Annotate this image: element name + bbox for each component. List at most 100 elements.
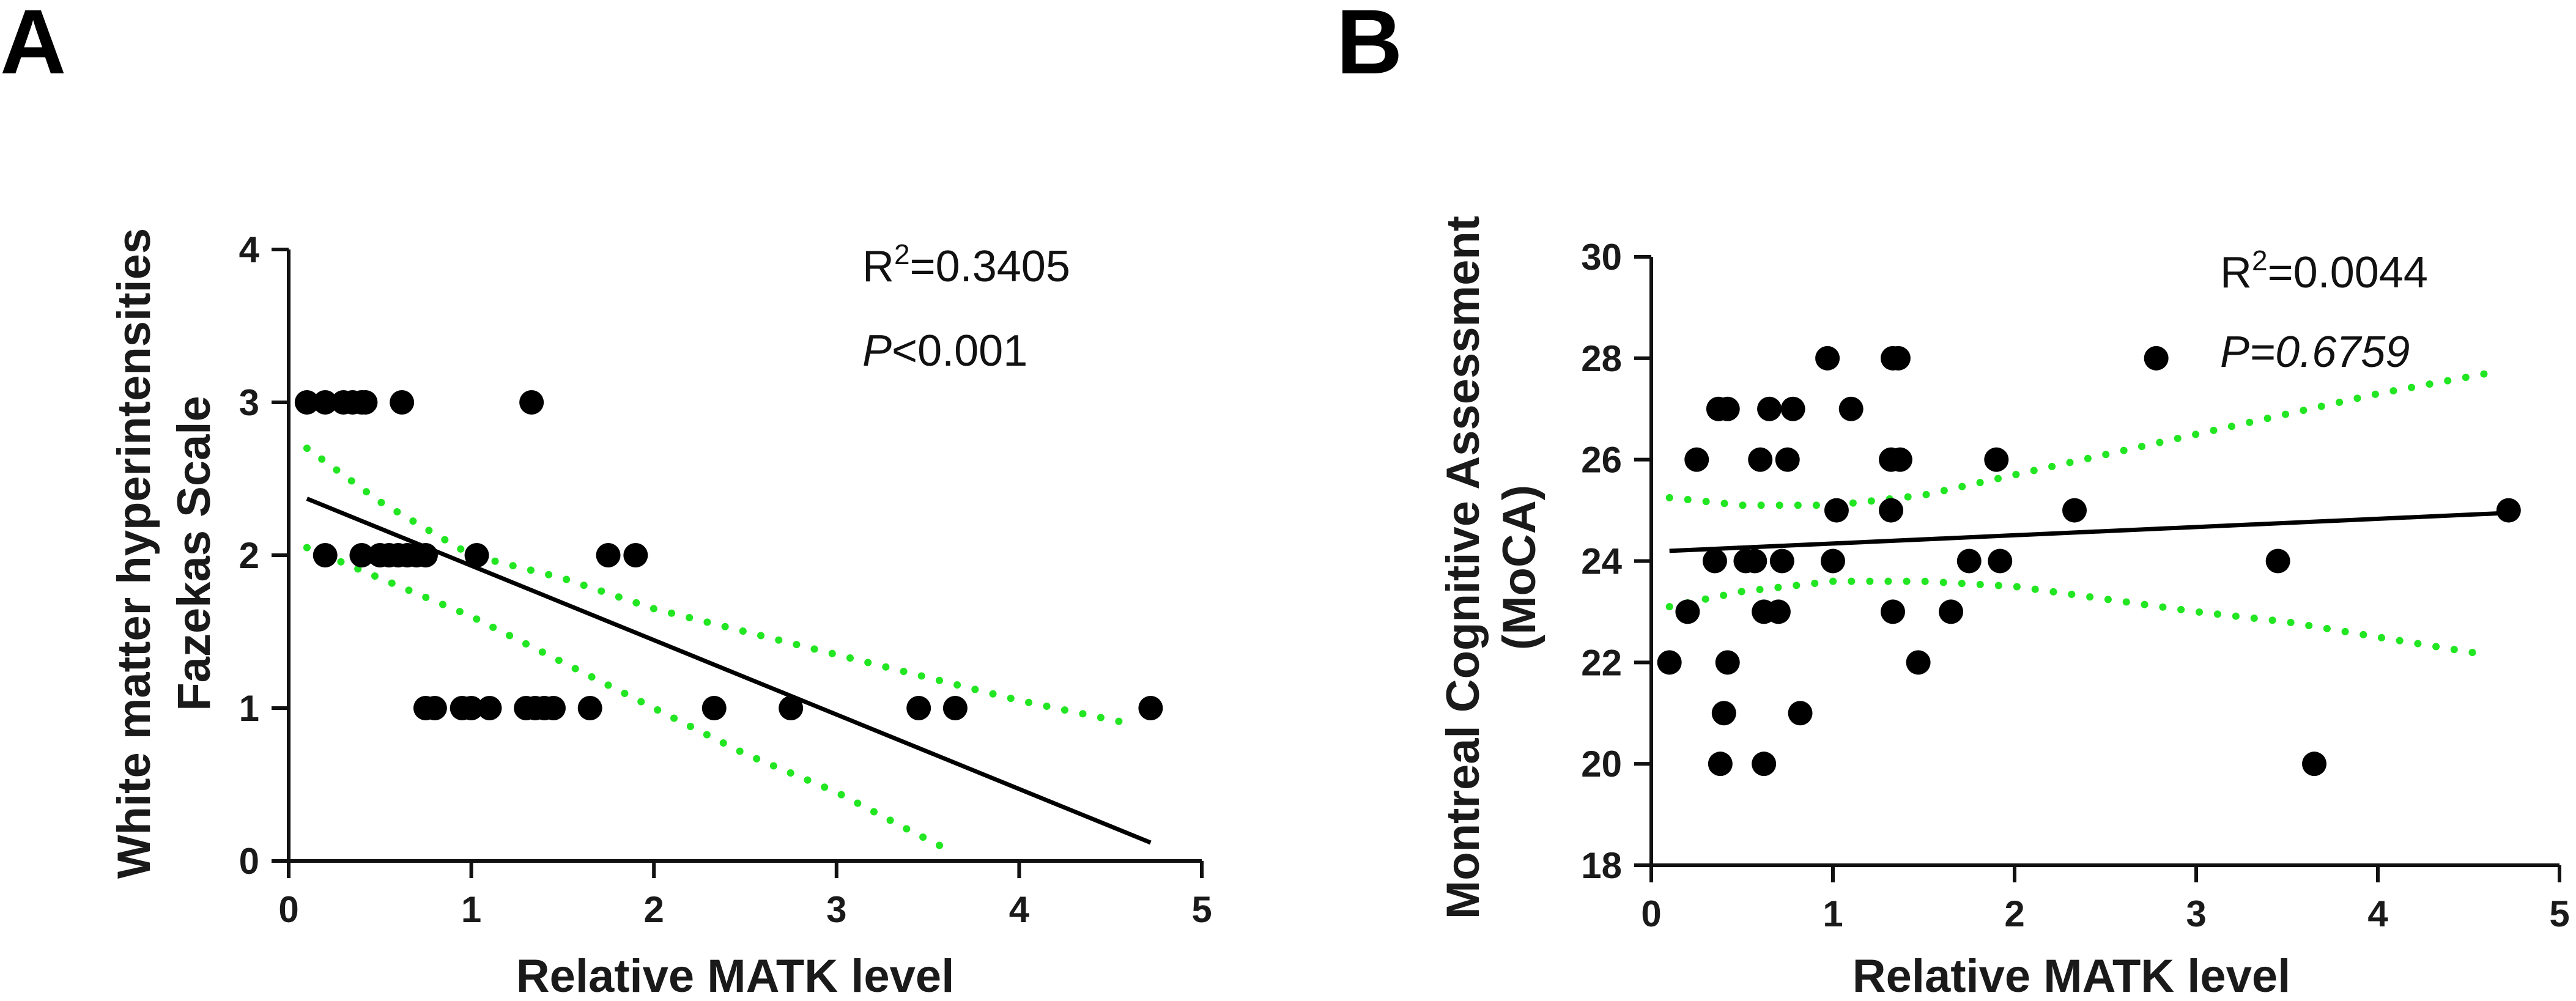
panel-b-data-point: [1838, 396, 1864, 421]
panel-a-data-point: [519, 390, 544, 415]
panel-a-y-tick-label: 0: [239, 841, 259, 882]
panel-a-y-axis-title-line1: White matter hyperintensities: [108, 228, 160, 879]
panel-b-data-point: [2144, 345, 2169, 371]
panel-a-data-point: [596, 543, 621, 567]
panel-a-x-tick-label: 1: [461, 889, 481, 930]
panel-a-r2-annotation: R2=0.3405: [862, 238, 1070, 291]
panel-a-p-symbol: P: [862, 327, 892, 375]
panel-a-x-tick-label: 0: [278, 889, 298, 930]
panel-b-regression: [1669, 511, 2509, 553]
panel-a-data-point: [942, 696, 968, 720]
panel-a-regression-line: [306, 497, 1152, 845]
panel-a-data-point: [390, 390, 415, 415]
panel-b-axes: 18 20 22 24 26 28 30 0 1 2 3 4 5: [1581, 237, 2569, 934]
panel-b-data-point: [1988, 549, 2013, 574]
panel-b: B Montreal Cognitive Assessment (MoCA) R…: [1336, 0, 2570, 1001]
panel-a-x-axis-title: Relative MATK level: [516, 950, 955, 1001]
panel-a-x-tick-label: 3: [826, 889, 846, 930]
panel-b-data-point: [2265, 549, 2290, 574]
panel-a-confidence-band: [303, 445, 1133, 852]
panel-b-y-tick-label: 24: [1581, 541, 1622, 582]
panel-b-x-tick-label: 2: [2004, 893, 2024, 934]
panel-a-data-point: [701, 696, 727, 720]
panel-a-y-tick-label: 1: [239, 688, 259, 729]
panel-a: A White matter hyperintensities Fazekas …: [0, 0, 1212, 1001]
panel-b-ci-lower: [1665, 577, 2491, 659]
panel-b-x-tick-label: 0: [1641, 893, 1661, 934]
panel-b-data-point: [1675, 599, 1700, 624]
panel-b-r2-prefix: R: [2220, 248, 2252, 297]
panel-b-regression-line: [1669, 511, 2509, 553]
panel-b-data-point: [2496, 498, 2521, 523]
panel-a-data-point: [294, 390, 319, 415]
panel-b-y-tick-label: 22: [1581, 642, 1622, 683]
panel-b-data-point: [1769, 549, 1794, 574]
panel-a-y-tick-label: 2: [239, 535, 259, 576]
panel-b-r2-sup: 2: [2252, 245, 2268, 276]
panel-a-y-tick-label: 3: [239, 382, 259, 423]
panel-b-data-point: [1780, 396, 1805, 421]
panel-b-data-point: [1715, 650, 1740, 675]
panel-a-data-point: [541, 696, 566, 720]
panel-b-data-point: [1906, 650, 1931, 675]
panel-a-data-point: [1138, 696, 1163, 720]
panel-b-data-point: [1748, 447, 1773, 472]
panel-b-data-point: [2302, 752, 2327, 777]
panel-a-data-point: [313, 543, 338, 567]
panel-b-data-point: [2062, 498, 2087, 523]
panel-b-y-axis-title-line2: (MoCA): [1493, 485, 1545, 650]
panel-a-y-tick-label: 4: [239, 229, 260, 270]
panel-a-data-point: [906, 696, 931, 720]
panel-b-r2-annotation: R2=0.0044: [2220, 245, 2428, 297]
panel-b-y-tick-label: 30: [1581, 237, 1622, 278]
panel-a-data-point: [413, 543, 438, 567]
panel-b-letter: B: [1336, 0, 1402, 93]
panel-b-data-point: [1881, 599, 1906, 624]
panel-b-y-tick-label: 20: [1581, 744, 1622, 785]
panel-a-y-axis-title-line2: Fazekas Scale: [168, 396, 220, 711]
panel-b-data-point: [1752, 752, 1777, 777]
panel-b-data-point: [1757, 396, 1782, 421]
panel-a-ci-upper: [303, 445, 1133, 727]
panel-b-data-point: [1742, 549, 1767, 574]
panel-b-p-symbol: P: [2220, 328, 2249, 377]
panel-a-letter: A: [0, 0, 66, 93]
panel-a-x-tick-label: 5: [1191, 889, 1212, 930]
panel-a-data-point: [477, 696, 502, 720]
panel-b-y-tick-label: 18: [1581, 845, 1622, 886]
panel-b-y-tick-label: 26: [1581, 440, 1622, 481]
panel-a-data-point: [459, 696, 484, 720]
panel-a-data-point: [623, 543, 648, 567]
panel-a-data-point: [313, 390, 338, 415]
panel-b-p-annotation: P=0.6759: [2220, 328, 2410, 377]
panel-b-data-point: [1702, 549, 1727, 574]
panel-b-data-point: [1879, 498, 1904, 523]
panel-a-data-point: [779, 696, 804, 720]
panel-a-data-point: [422, 696, 447, 720]
panel-b-data-point: [1824, 498, 1849, 523]
panel-a-p-annotation: P<0.001: [862, 327, 1027, 375]
panel-b-ci-upper: [1665, 369, 2491, 509]
panel-b-data-point: [1815, 345, 1840, 371]
panel-b-data-point: [1715, 396, 1740, 421]
panel-b-x-tick-label: 4: [2367, 893, 2388, 934]
panel-b-data-point: [1788, 701, 1813, 726]
panel-a-r2-prefix: R: [862, 242, 894, 291]
panel-a-points: [294, 390, 1163, 720]
panel-b-x-tick-label: 5: [2549, 893, 2569, 934]
panel-b-data-point: [1684, 447, 1709, 472]
panel-b-data-point: [1956, 549, 1982, 574]
panel-b-y-tick-label: 28: [1581, 338, 1622, 379]
panel-b-p-value: =0.6759: [2249, 328, 2410, 377]
panel-a-axes: 0 1 2 3 4 0 1 2 3 4 5: [239, 229, 1212, 930]
panel-b-data-point: [1657, 650, 1682, 675]
panel-a-p-value: <0.001: [892, 327, 1027, 375]
panel-b-data-point: [1984, 447, 2009, 472]
panel-b-data-point: [1821, 549, 1845, 574]
panel-a-data-point: [577, 696, 602, 720]
panel-a-r2-value: =0.3405: [910, 242, 1070, 291]
panel-b-data-point: [1939, 599, 1964, 624]
panel-b-data-point: [1775, 447, 1800, 472]
panel-b-y-axis-title: Montreal Cognitive Assessment (MoCA): [1437, 216, 1545, 919]
panel-b-y-axis-title-line1: Montreal Cognitive Assessment: [1437, 216, 1489, 919]
